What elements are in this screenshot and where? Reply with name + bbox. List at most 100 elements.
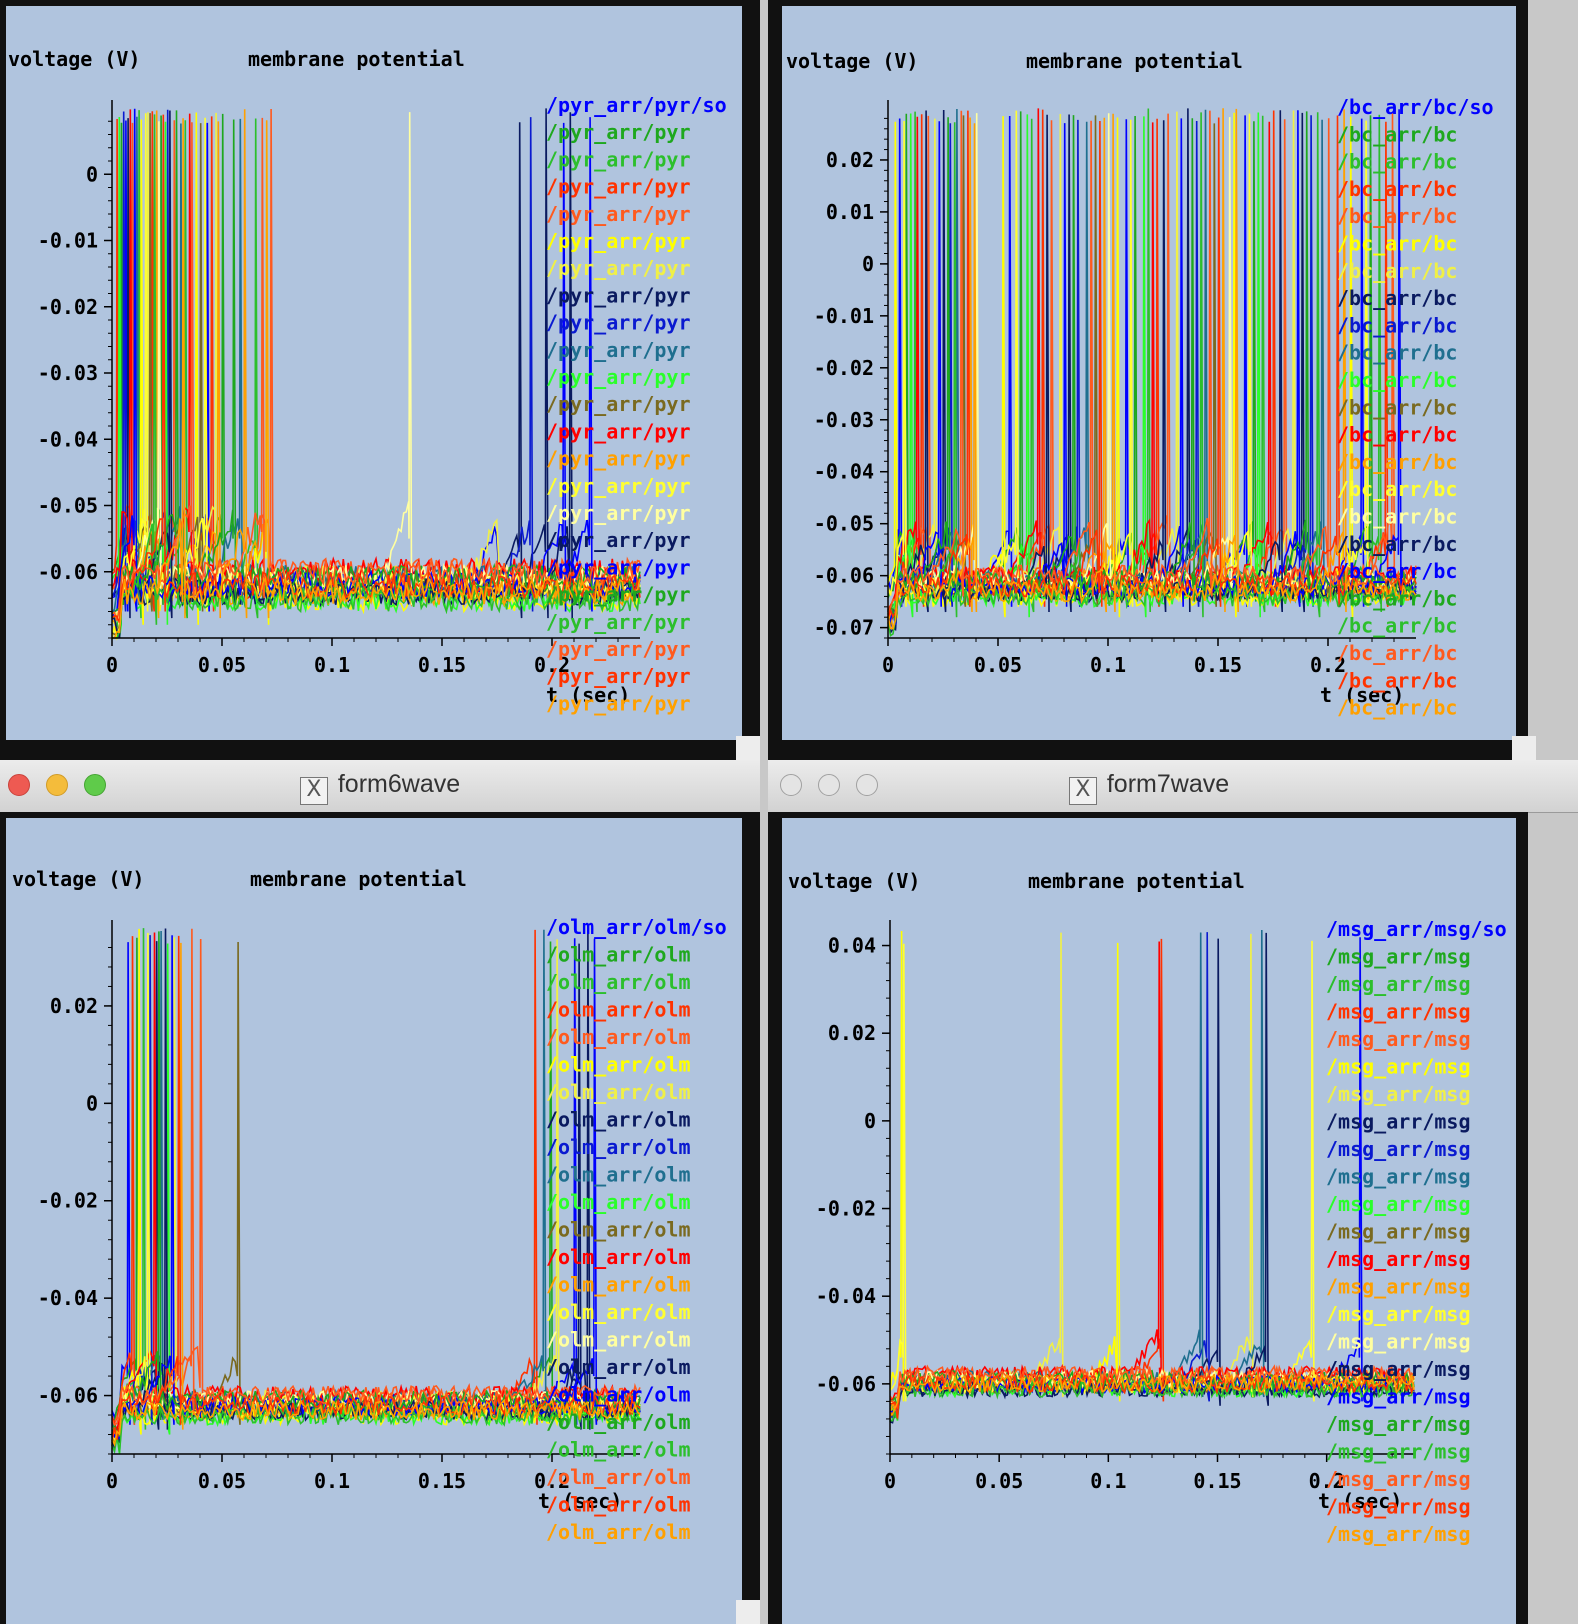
- legend-entry[interactable]: /olm_arr/olm: [546, 1438, 691, 1462]
- legend-entry[interactable]: /bc_arr/bc: [1337, 259, 1457, 283]
- legend-entry[interactable]: /pyr_arr/pyr: [546, 147, 691, 171]
- legend-entry[interactable]: /msg_arr/msg: [1326, 1165, 1471, 1189]
- legend-entry[interactable]: /olm_arr/olm: [546, 1245, 691, 1269]
- legend-entry[interactable]: /olm_arr/olm: [546, 943, 691, 967]
- close-button[interactable]: [8, 774, 30, 796]
- legend-entry[interactable]: /bc_arr/bc: [1337, 423, 1457, 447]
- legend-entry[interactable]: /pyr_arr/pyr: [546, 528, 691, 552]
- legend-entry[interactable]: /olm_arr/olm: [546, 1053, 691, 1077]
- legend-entry[interactable]: /olm_arr/olm: [546, 1108, 691, 1132]
- legend-entry[interactable]: /bc_arr/bc: [1337, 313, 1457, 337]
- legend-entry[interactable]: /msg_arr/msg: [1326, 1220, 1471, 1244]
- legend-entry[interactable]: /pyr_arr/pyr: [546, 256, 691, 280]
- legend-entry[interactable]: /bc_arr/bc: [1337, 668, 1457, 692]
- legend-entry[interactable]: /olm_arr/olm: [546, 1328, 691, 1352]
- legend-entry[interactable]: /pyr_arr/pyr: [546, 311, 691, 335]
- legend-entry[interactable]: /pyr_arr/pyr: [546, 283, 691, 307]
- legend-entry[interactable]: /bc_arr/bc: [1337, 368, 1457, 392]
- legend-entry[interactable]: /pyr_arr/pyr/so: [546, 93, 727, 117]
- legend-entry[interactable]: /olm_arr/olm: [546, 1410, 691, 1434]
- legend-entry[interactable]: /olm_arr/olm: [546, 1355, 691, 1379]
- legend-entry[interactable]: /olm_arr/olm: [546, 1163, 691, 1187]
- legend-entry[interactable]: /olm_arr/olm: [546, 1383, 691, 1407]
- legend-entry[interactable]: /msg_arr/msg: [1326, 1522, 1471, 1546]
- legend-entry[interactable]: /olm_arr/olm: [546, 1190, 691, 1214]
- zoom-button[interactable]: [856, 774, 878, 796]
- legend-entry[interactable]: /pyr_arr/pyr: [546, 392, 691, 416]
- legend-entry[interactable]: /msg_arr/msg: [1326, 1302, 1471, 1326]
- legend-entry[interactable]: /olm_arr/olm: [546, 1025, 691, 1049]
- zoom-button[interactable]: [84, 774, 106, 796]
- legend-entry[interactable]: /bc_arr/bc: [1337, 395, 1457, 419]
- legend-entry[interactable]: /msg_arr/msg: [1326, 1055, 1471, 1079]
- legend-entry[interactable]: /olm_arr/olm: [546, 1520, 691, 1544]
- legend-entry[interactable]: /pyr_arr/pyr: [546, 365, 691, 389]
- legend-entry[interactable]: /bc_arr/bc: [1337, 641, 1457, 665]
- legend-entry[interactable]: /bc_arr/bc: [1337, 614, 1457, 638]
- legend-entry[interactable]: /pyr_arr/pyr: [546, 583, 691, 607]
- legend-entry[interactable]: /bc_arr/bc: [1337, 696, 1457, 720]
- legend-entry[interactable]: /olm_arr/olm: [546, 1493, 691, 1517]
- resize-handle[interactable]: [1512, 736, 1536, 760]
- legend-entry[interactable]: /pyr_arr/pyr: [546, 691, 691, 715]
- legend-entry[interactable]: /pyr_arr/pyr: [546, 202, 691, 226]
- legend-entry[interactable]: /msg_arr/msg: [1326, 1082, 1471, 1106]
- minimize-button[interactable]: [818, 774, 840, 796]
- legend-entry[interactable]: /pyr_arr/pyr: [546, 419, 691, 443]
- legend-entry[interactable]: /msg_arr/msg: [1326, 1330, 1471, 1354]
- legend-entry[interactable]: /pyr_arr/pyr: [546, 120, 691, 144]
- legend-entry[interactable]: /pyr_arr/pyr: [546, 229, 691, 253]
- legend-entry[interactable]: /pyr_arr/pyr: [546, 447, 691, 471]
- legend-entry[interactable]: /bc_arr/bc: [1337, 286, 1457, 310]
- legend-entry[interactable]: /bc_arr/bc: [1337, 232, 1457, 256]
- legend-entry[interactable]: /msg_arr/msg: [1326, 1357, 1471, 1381]
- legend-entry[interactable]: /msg_arr/msg/so: [1326, 917, 1507, 941]
- legend-entry[interactable]: /msg_arr/msg: [1326, 1000, 1471, 1024]
- resize-handle[interactable]: [736, 736, 760, 760]
- legend-entry[interactable]: /olm_arr/olm/so: [546, 915, 727, 939]
- legend-entry[interactable]: /olm_arr/olm: [546, 1135, 691, 1159]
- legend-entry[interactable]: /msg_arr/msg: [1326, 1385, 1471, 1409]
- legend-entry[interactable]: /pyr_arr/pyr: [546, 338, 691, 362]
- legend-entry[interactable]: /msg_arr/msg: [1326, 1137, 1471, 1161]
- legend-entry[interactable]: /olm_arr/olm: [546, 1218, 691, 1242]
- legend-entry[interactable]: /bc_arr/bc/so: [1337, 95, 1494, 119]
- legend-entry[interactable]: /pyr_arr/pyr: [546, 175, 691, 199]
- legend-entry[interactable]: /pyr_arr/pyr: [546, 664, 691, 688]
- legend-entry[interactable]: /olm_arr/olm: [546, 1273, 691, 1297]
- legend-entry[interactable]: /bc_arr/bc: [1337, 341, 1457, 365]
- legend-entry[interactable]: /bc_arr/bc: [1337, 532, 1457, 556]
- resize-handle[interactable]: [736, 1600, 760, 1624]
- legend-entry[interactable]: /bc_arr/bc: [1337, 177, 1457, 201]
- legend-entry[interactable]: /bc_arr/bc: [1337, 477, 1457, 501]
- legend-entry[interactable]: /pyr_arr/pyr: [546, 610, 691, 634]
- legend-entry[interactable]: /olm_arr/olm: [546, 1080, 691, 1104]
- legend-entry[interactable]: /msg_arr/msg: [1326, 1440, 1471, 1464]
- legend-entry[interactable]: /olm_arr/olm: [546, 1465, 691, 1489]
- legend-entry[interactable]: /pyr_arr/pyr: [546, 501, 691, 525]
- legend-entry[interactable]: /msg_arr/msg: [1326, 1027, 1471, 1051]
- legend-entry[interactable]: /olm_arr/olm: [546, 998, 691, 1022]
- legend-entry[interactable]: /olm_arr/olm: [546, 970, 691, 994]
- legend-entry[interactable]: /msg_arr/msg: [1326, 972, 1471, 996]
- legend-entry[interactable]: /msg_arr/msg: [1326, 1275, 1471, 1299]
- legend-entry[interactable]: /bc_arr/bc: [1337, 150, 1457, 174]
- legend-entry[interactable]: /bc_arr/bc: [1337, 122, 1457, 146]
- legend-entry[interactable]: /msg_arr/msg: [1326, 1412, 1471, 1436]
- legend-entry[interactable]: /msg_arr/msg: [1326, 1110, 1471, 1134]
- legend-entry[interactable]: /msg_arr/msg: [1326, 1247, 1471, 1271]
- legend-entry[interactable]: /olm_arr/olm: [546, 1300, 691, 1324]
- legend-entry[interactable]: /bc_arr/bc: [1337, 586, 1457, 610]
- legend-entry[interactable]: /msg_arr/msg: [1326, 1495, 1471, 1519]
- legend-entry[interactable]: /pyr_arr/pyr: [546, 637, 691, 661]
- legend-entry[interactable]: /bc_arr/bc: [1337, 450, 1457, 474]
- legend-entry[interactable]: /bc_arr/bc: [1337, 505, 1457, 529]
- legend-entry[interactable]: /msg_arr/msg: [1326, 945, 1471, 969]
- legend-entry[interactable]: /bc_arr/bc: [1337, 204, 1457, 228]
- legend-entry[interactable]: /pyr_arr/pyr: [546, 474, 691, 498]
- legend-entry[interactable]: /bc_arr/bc: [1337, 559, 1457, 583]
- legend-entry[interactable]: /msg_arr/msg: [1326, 1192, 1471, 1216]
- minimize-button[interactable]: [46, 774, 68, 796]
